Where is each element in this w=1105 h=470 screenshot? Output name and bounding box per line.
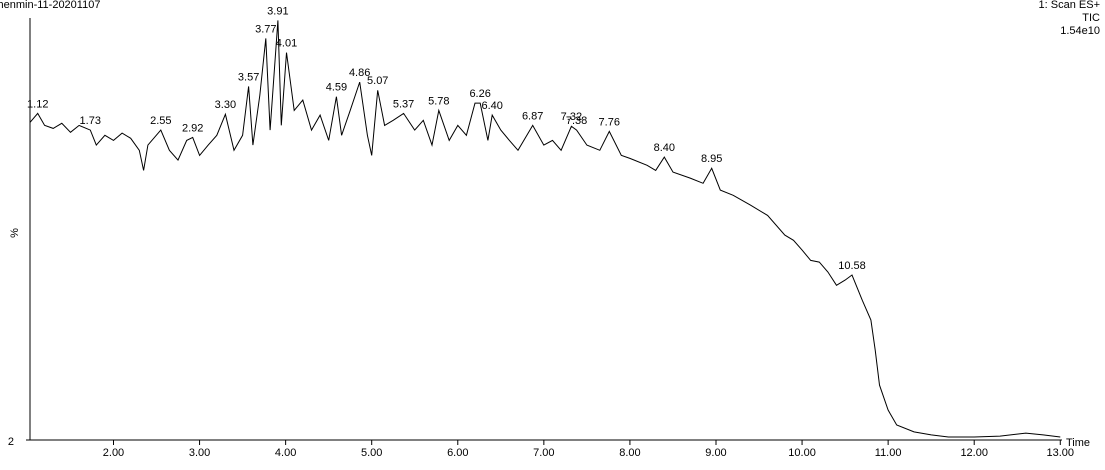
peak-label: 5.37 [393,98,414,110]
peak-label: 5.78 [428,95,449,107]
peak-label: 7.38 [566,115,587,127]
peak-label: 4.59 [326,82,347,94]
peak-label: 3.77 [255,23,276,35]
peak-label: 1.73 [80,115,101,127]
peak-label: 6.87 [522,110,543,122]
x-tick-label: 13.00 [1047,447,1075,459]
peak-label: 3.57 [238,71,259,83]
peak-label: 7.32 [561,111,582,123]
peak-label: 8.40 [654,142,675,154]
x-axis-label: Time [1066,437,1090,449]
y-tick-label: 2 [8,436,14,448]
peak-label: 4.01 [276,37,297,49]
tic-label: TIC [1082,12,1100,24]
scan-label: 1: Scan ES+ [1039,0,1100,11]
tic-trace [29,20,1061,438]
x-tick-label: 11.00 [875,447,902,459]
x-tick-label: 4.00 [275,447,296,459]
peak-label: 4.86 [349,67,370,79]
x-tick-label: 8.00 [619,447,640,459]
peak-label: 8.95 [701,153,722,165]
x-tick-label: 6.00 [447,447,468,459]
peak-label: 2.92 [182,122,203,134]
x-tick-label: 2.00 [103,447,124,459]
intensity-label: 1.54e10 [1060,25,1100,37]
sample-name: chenmin-11-20201107 [0,0,100,11]
x-tick-label: 3.00 [189,447,210,459]
peak-label: 3.91 [267,5,288,17]
x-tick-label: 9.00 [705,447,726,459]
x-tick-label: 12.00 [960,447,988,459]
x-tick-label: 7.00 [533,447,554,459]
x-tick-label: 5.00 [361,447,382,459]
peak-label: 2.55 [150,115,171,127]
peak-label: 6.40 [481,100,502,112]
peak-label: 1.12 [27,98,48,110]
peak-label: 6.26 [469,88,490,100]
peak-label: 5.07 [367,75,388,87]
peak-label: 10.58 [838,260,866,272]
x-tick-label: 10.00 [788,447,816,459]
peak-label: 7.76 [599,116,620,128]
peak-label: 3.30 [215,99,236,111]
y-axis-label: % [9,228,21,238]
